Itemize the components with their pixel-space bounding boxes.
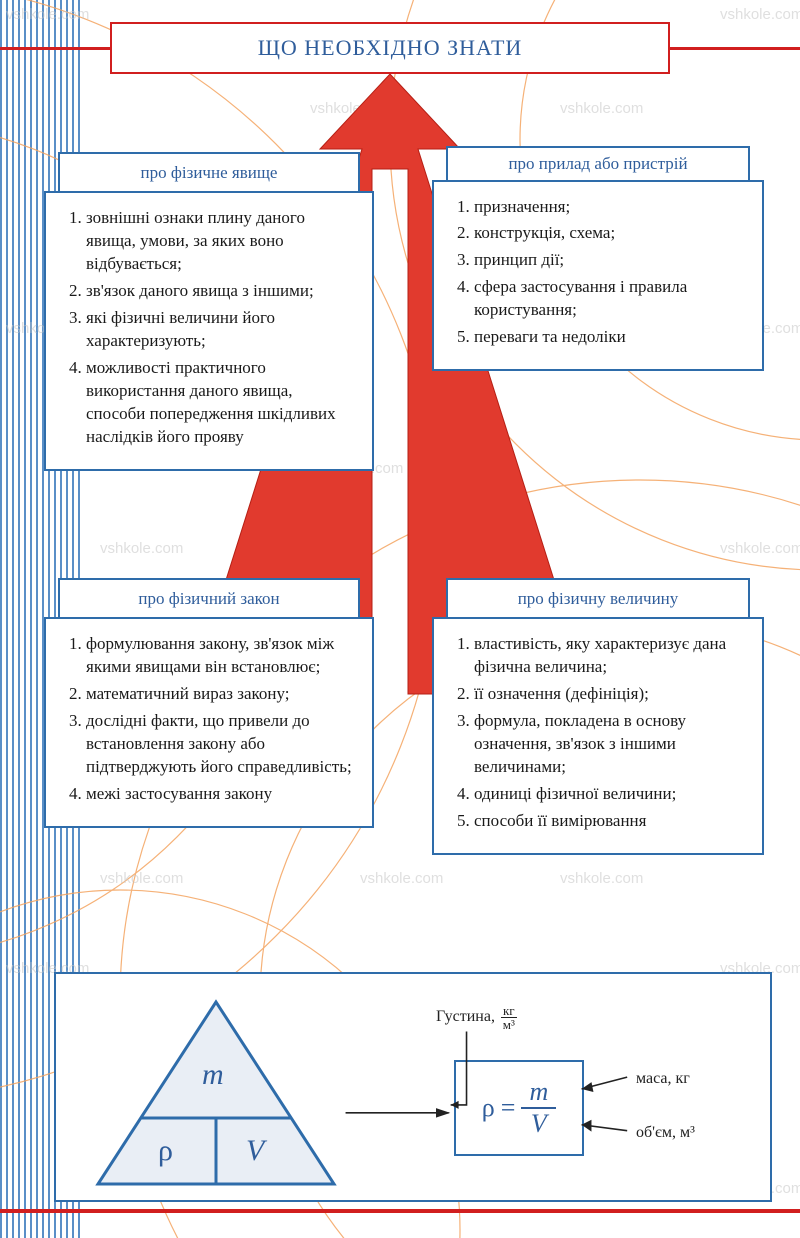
block-quantity: про фізичну величину властивість, яку ха… <box>432 578 764 855</box>
block-phenomenon: про фізичне явище зовнішні ознаки плину … <box>44 152 374 471</box>
triangle-left-symbol: ρ <box>158 1134 173 1168</box>
block-phenomenon-title: про фізичне явище <box>58 152 360 193</box>
bottom-red-rule <box>0 1209 800 1213</box>
annot-volume: об'єм, м³ <box>636 1124 695 1142</box>
list-item: одиниці фізичної величини; <box>474 783 746 806</box>
block-law-body: формулювання закону, зв'язок між якими я… <box>44 617 374 828</box>
list-item: які фізичні величини його характеризують… <box>86 307 356 353</box>
watermark: vshkole.com <box>720 540 800 557</box>
eq-lhs: ρ <box>482 1093 495 1123</box>
eq-sign: = <box>501 1093 516 1123</box>
block-device-title: про прилад або пристрій <box>446 146 750 182</box>
page-title: ЩО НЕОБХІДНО ЗНАТИ <box>258 35 523 61</box>
formula-panel: m ρ V ρ = m V Густина, кг м³ маса, кг об… <box>54 972 772 1202</box>
triangle-right-symbol: V <box>246 1134 264 1168</box>
density-triangle: m ρ V <box>86 994 346 1194</box>
triangle-top-symbol: m <box>202 1058 224 1092</box>
watermark: vshkole.com <box>360 870 443 887</box>
list-item: межі застосування закону <box>86 783 356 806</box>
block-device-body: призначення; конструкція, схема; принцип… <box>432 180 764 372</box>
watermark: vshkole.com <box>720 6 800 23</box>
list-item: конструкція, схема; <box>474 222 746 245</box>
block-law-title: про фізичний закон <box>58 578 360 619</box>
density-equation-box: ρ = m V <box>454 1060 584 1156</box>
annot-density: Густина, кг м³ <box>436 1004 517 1031</box>
list-item: сфера застосування і правила користуванн… <box>474 276 746 322</box>
list-item: зовнішні ознаки плину даного явища, умов… <box>86 207 356 276</box>
list-item: зв'язок даного явища з іншими; <box>86 280 356 303</box>
block-quantity-body: властивість, яку характеризує дана фізич… <box>432 617 764 855</box>
block-phenomenon-body: зовнішні ознаки плину даного явища, умов… <box>44 191 374 470</box>
list-item: призначення; <box>474 196 746 219</box>
list-item: математичний вираз закону; <box>86 683 356 706</box>
annot-mass: маса, кг <box>636 1070 690 1088</box>
list-item: формула, покладена в основу означення, з… <box>474 710 746 779</box>
watermark: vshkole.com <box>560 870 643 887</box>
list-item: можливості практичного використання дано… <box>86 357 356 449</box>
annot-density-unit-num: кг <box>501 1004 517 1018</box>
list-item: способи її вимірювання <box>474 810 746 833</box>
block-law: про фізичний закон формулювання закону, … <box>44 578 374 828</box>
list-item: дослідні факти, що привели до встановлен… <box>86 710 356 779</box>
eq-numerator: m <box>521 1079 556 1109</box>
annot-density-unit-den: м³ <box>503 1018 515 1031</box>
eq-denominator: V <box>531 1109 547 1137</box>
list-item: переваги та недоліки <box>474 326 746 349</box>
watermark: vshkole.com <box>100 870 183 887</box>
list-item: принцип дії; <box>474 249 746 272</box>
block-device: про прилад або пристрій призначення; кон… <box>432 146 764 371</box>
page-title-box: ЩО НЕОБХІДНО ЗНАТИ <box>110 22 670 74</box>
block-quantity-title: про фізичну величину <box>446 578 750 619</box>
list-item: формулювання закону, зв'язок між якими я… <box>86 633 356 679</box>
annot-density-label: Густина, <box>436 1008 495 1025</box>
list-item: властивість, яку характеризує дана фізич… <box>474 633 746 679</box>
list-item: її означення (дефініція); <box>474 683 746 706</box>
